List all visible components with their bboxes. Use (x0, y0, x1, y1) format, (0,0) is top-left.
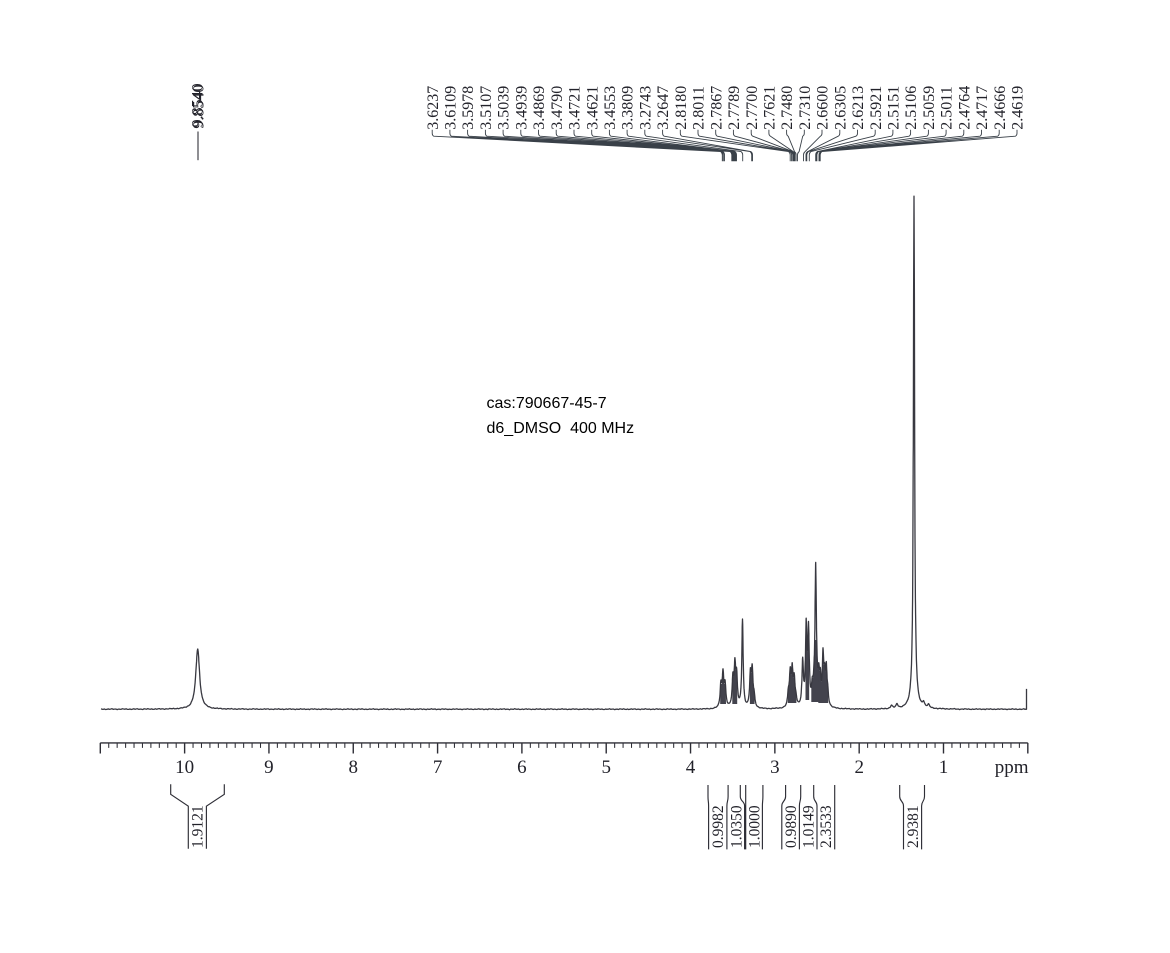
svg-text:2.6213: 2.6213 (850, 86, 867, 130)
svg-text:2.8011: 2.8011 (691, 86, 708, 129)
svg-text:2: 2 (854, 757, 864, 778)
svg-text:3.5039: 3.5039 (496, 86, 513, 130)
svg-text:9: 9 (264, 757, 274, 778)
svg-text:2.7480: 2.7480 (779, 86, 796, 130)
svg-text:3.4939: 3.4939 (513, 86, 530, 130)
svg-text:2.7310: 2.7310 (797, 86, 814, 130)
svg-text:3.6237: 3.6237 (425, 86, 442, 130)
svg-text:2.4619: 2.4619 (1010, 86, 1027, 130)
svg-text:3.6109: 3.6109 (443, 86, 460, 130)
svg-text:1.0350: 1.0350 (729, 805, 746, 848)
svg-text:3.4621: 3.4621 (584, 86, 601, 130)
svg-text:2.6305: 2.6305 (832, 86, 849, 130)
svg-text:2.3533: 2.3533 (818, 805, 835, 848)
svg-text:3.4553: 3.4553 (602, 86, 619, 130)
svg-text:2.7789: 2.7789 (726, 86, 743, 130)
svg-text:4: 4 (686, 757, 696, 778)
svg-text:10: 10 (175, 757, 194, 778)
svg-text:ppm: ppm (995, 757, 1029, 778)
svg-text:0.9982: 0.9982 (710, 805, 727, 848)
svg-text:3.4790: 3.4790 (549, 86, 566, 130)
svg-text:9.8540: 9.8540 (190, 83, 207, 127)
svg-text:3.4869: 3.4869 (531, 86, 548, 130)
svg-text:2.7621: 2.7621 (762, 86, 779, 130)
svg-text:d6_DMSO 400 MHz: d6_DMSO 400 MHz (487, 420, 635, 437)
svg-text:3: 3 (770, 757, 780, 778)
svg-text:2.9381: 2.9381 (905, 805, 922, 848)
svg-text:1: 1 (939, 757, 949, 778)
svg-text:2.6600: 2.6600 (815, 86, 832, 130)
svg-text:3.3809: 3.3809 (620, 86, 637, 130)
svg-text:2.5059: 2.5059 (921, 86, 938, 130)
svg-text:2.5151: 2.5151 (886, 86, 903, 130)
svg-text:1.0000: 1.0000 (747, 805, 764, 848)
svg-text:3.4721: 3.4721 (567, 86, 584, 130)
svg-text:3.2743: 3.2743 (637, 86, 654, 130)
svg-text:2.4666: 2.4666 (992, 86, 1009, 130)
svg-text:2.8180: 2.8180 (673, 86, 690, 130)
svg-text:3.5107: 3.5107 (478, 86, 495, 130)
svg-text:1.0149: 1.0149 (801, 805, 818, 848)
svg-text:2.7700: 2.7700 (744, 86, 761, 130)
svg-text:0.9890: 0.9890 (783, 805, 800, 848)
svg-text:2.5106: 2.5106 (903, 86, 920, 130)
svg-text:2.7867: 2.7867 (708, 86, 725, 130)
svg-text:9.8540: 9.8540 (190, 85, 207, 129)
svg-text:2.5011: 2.5011 (939, 86, 956, 129)
svg-text:6: 6 (517, 757, 527, 778)
svg-text:2.4764: 2.4764 (956, 86, 973, 130)
svg-text:5: 5 (601, 757, 611, 778)
svg-text:3.2647: 3.2647 (655, 86, 672, 130)
svg-text:8: 8 (349, 757, 359, 778)
svg-text:3.5978: 3.5978 (460, 86, 477, 130)
svg-text:2.4717: 2.4717 (974, 86, 991, 130)
svg-text:1.9121: 1.9121 (190, 805, 207, 848)
svg-text:2.5921: 2.5921 (868, 86, 885, 130)
svg-text:cas:790667-45-7: cas:790667-45-7 (487, 395, 607, 412)
svg-text:7: 7 (433, 757, 443, 778)
